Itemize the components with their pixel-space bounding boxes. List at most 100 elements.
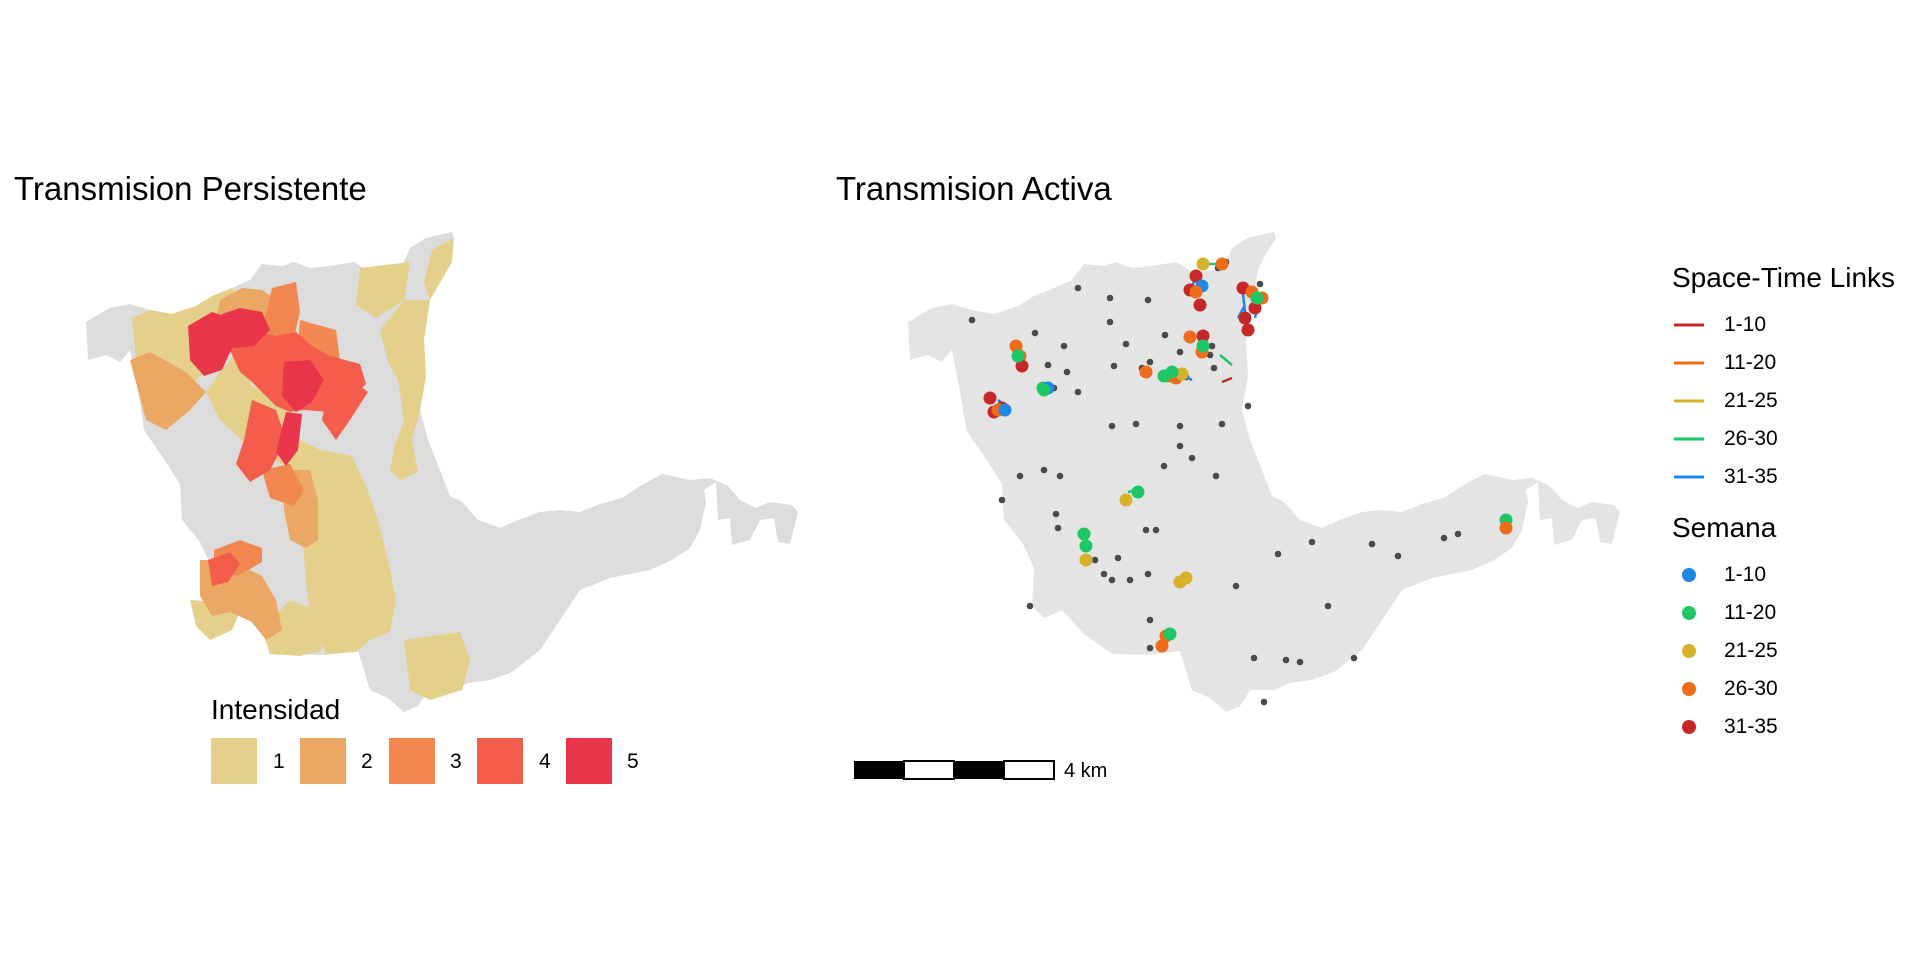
intensidad-label-2: 2 bbox=[361, 750, 373, 773]
links-legend-keys bbox=[1674, 323, 1704, 479]
semana-key-26-30 bbox=[1682, 682, 1696, 696]
week-point bbox=[1175, 367, 1189, 381]
space-time-link bbox=[1219, 354, 1233, 366]
case-point bbox=[1044, 361, 1052, 369]
week-point bbox=[1179, 571, 1193, 585]
case-point bbox=[1176, 348, 1184, 356]
semana-label-3: 21-25 bbox=[1724, 639, 1778, 662]
intensidad-label-5: 5 bbox=[627, 750, 639, 773]
case-point bbox=[1132, 420, 1140, 428]
week-point bbox=[1119, 493, 1133, 507]
case-point bbox=[1152, 526, 1160, 534]
case-point bbox=[1091, 556, 1099, 564]
semana-legend-keys bbox=[1682, 568, 1696, 734]
case-point bbox=[1176, 442, 1184, 450]
intensidad-label-4: 4 bbox=[539, 750, 551, 773]
case-point bbox=[1256, 280, 1264, 288]
semana-key-21-25 bbox=[1682, 644, 1696, 658]
case-point bbox=[1160, 462, 1168, 470]
links-label-4: 26-30 bbox=[1724, 427, 1778, 450]
case-point bbox=[1282, 656, 1290, 664]
case-point bbox=[1440, 534, 1448, 542]
case-point bbox=[1250, 654, 1258, 662]
case-point bbox=[998, 496, 1006, 504]
case-point bbox=[1031, 329, 1039, 337]
links-label-3: 21-25 bbox=[1724, 389, 1778, 412]
week-point bbox=[998, 403, 1012, 417]
case-point bbox=[1110, 362, 1118, 370]
case-point bbox=[1063, 368, 1071, 376]
case-point bbox=[1244, 402, 1252, 410]
case-point bbox=[1232, 582, 1240, 590]
case-point bbox=[1142, 526, 1150, 534]
semana-label-4: 26-30 bbox=[1724, 677, 1778, 700]
case-point bbox=[1308, 538, 1316, 546]
week-point bbox=[1009, 339, 1023, 353]
week-point bbox=[1196, 257, 1210, 271]
week-point bbox=[1183, 330, 1197, 344]
case-point bbox=[1060, 342, 1068, 350]
right-map bbox=[908, 232, 1620, 712]
semana-legend-title: Semana bbox=[1672, 512, 1777, 543]
links-legend-title: Space-Time Links bbox=[1672, 262, 1896, 293]
week-point bbox=[1079, 553, 1093, 567]
case-point bbox=[1260, 698, 1268, 706]
case-point bbox=[1454, 530, 1462, 538]
case-point bbox=[1188, 454, 1196, 462]
week-point bbox=[1189, 285, 1203, 299]
scale-bar bbox=[854, 760, 1055, 780]
week-point bbox=[1131, 485, 1145, 499]
case-point bbox=[1114, 554, 1122, 562]
case-point bbox=[1146, 644, 1154, 652]
intensidad-swatch-5 bbox=[566, 738, 612, 784]
case-point bbox=[1074, 388, 1082, 396]
case-point bbox=[1054, 524, 1062, 532]
links-label-1: 1-10 bbox=[1724, 313, 1767, 336]
case-point bbox=[1026, 602, 1034, 610]
case-point bbox=[1106, 318, 1114, 326]
semana-key-11-20 bbox=[1682, 606, 1696, 620]
case-point bbox=[1176, 422, 1184, 430]
week-point bbox=[1139, 365, 1153, 379]
right-map-title: Transmision Activa bbox=[836, 170, 1112, 207]
case-point bbox=[1146, 358, 1154, 366]
case-point bbox=[1126, 576, 1134, 584]
week-point bbox=[1037, 383, 1051, 397]
case-point bbox=[1161, 331, 1169, 339]
case-point bbox=[1144, 570, 1152, 578]
case-point bbox=[1394, 552, 1402, 560]
week-point bbox=[1163, 627, 1177, 641]
case-point bbox=[1146, 616, 1154, 624]
week-point bbox=[1238, 311, 1252, 325]
week-point bbox=[1157, 369, 1171, 383]
case-point bbox=[1218, 420, 1226, 428]
week-point bbox=[1215, 257, 1229, 271]
case-point bbox=[968, 316, 976, 324]
case-point bbox=[1074, 284, 1082, 292]
case-point bbox=[1040, 466, 1048, 474]
week-point bbox=[1196, 329, 1210, 343]
intensidad-legend-swatches bbox=[211, 738, 612, 784]
week-points bbox=[983, 257, 1513, 653]
case-point bbox=[1350, 654, 1358, 662]
case-point bbox=[1016, 472, 1024, 480]
semana-key-1-10 bbox=[1682, 568, 1696, 582]
case-point bbox=[1368, 540, 1376, 548]
intensidad-swatch-1 bbox=[211, 738, 257, 784]
case-point bbox=[1052, 510, 1060, 518]
intensidad-label-1: 1 bbox=[273, 750, 285, 773]
intensity-5-areas bbox=[188, 308, 324, 466]
case-point bbox=[1100, 570, 1108, 578]
case-point bbox=[1210, 364, 1218, 372]
week-point bbox=[1011, 349, 1025, 363]
left-map bbox=[86, 232, 798, 712]
case-point bbox=[1296, 658, 1304, 666]
week-point bbox=[1155, 639, 1169, 653]
intensidad-swatch-3 bbox=[389, 738, 435, 784]
week-point bbox=[1499, 521, 1513, 535]
intensidad-legend-title: Intensidad bbox=[211, 694, 341, 725]
case-point bbox=[1108, 422, 1116, 430]
links-label-5: 31-35 bbox=[1724, 465, 1778, 488]
week-point bbox=[983, 391, 997, 405]
